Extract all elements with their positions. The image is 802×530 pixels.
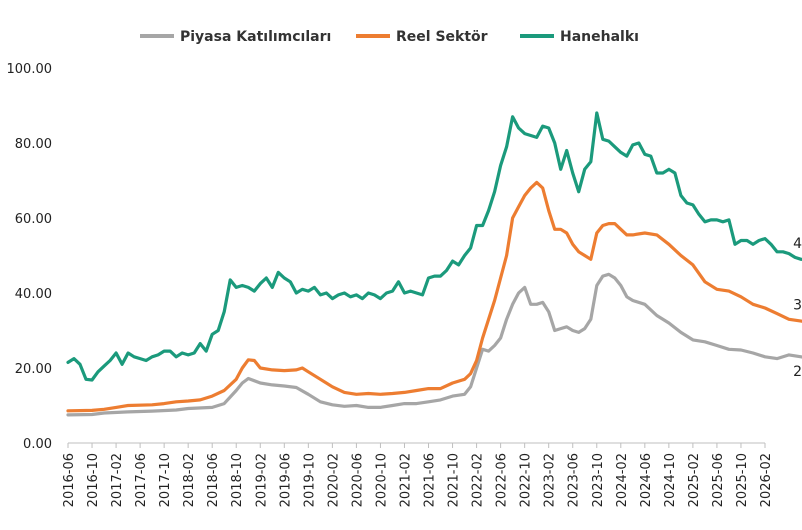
legend: Piyasa Katılımcıları Reel Sektör Hanehalkı xyxy=(140,29,639,45)
x-tick-label: 2022-10 xyxy=(519,453,534,507)
x-tick-label: 2025-10 xyxy=(735,453,750,507)
y-axis: 0.00 20.00 40.00 60.00 80.00 100.00 xyxy=(7,62,53,452)
x-tick-label: 2025-06 xyxy=(711,453,726,507)
y-tick-label: 40.00 xyxy=(15,287,52,302)
x-tick-label: 2017-02 xyxy=(110,453,125,507)
x-tick-label: 2019-10 xyxy=(302,453,317,507)
end-value-label: 48.81 xyxy=(793,236,802,252)
x-tick-label: 2024-10 xyxy=(663,453,678,507)
end-value-label: 22.10 xyxy=(793,364,802,380)
x-tick-label: 2016-10 xyxy=(86,453,101,507)
x-tick-label: 2017-10 xyxy=(158,453,173,507)
x-tick-label: 2024-06 xyxy=(639,453,654,507)
legend-label: Hanehalkı xyxy=(560,29,639,45)
series-lines xyxy=(66,111,802,417)
x-tick-label: 2019-06 xyxy=(278,453,293,507)
end-labels: 22.10 32.00 48.81 xyxy=(793,236,802,380)
y-tick-label: 20.00 xyxy=(15,362,52,377)
series-line-hanehalk- xyxy=(66,111,802,382)
x-tick-label: 2018-06 xyxy=(206,453,221,507)
x-tick-label: 2021-02 xyxy=(398,453,413,507)
x-tick-label: 2019-02 xyxy=(254,453,269,507)
legend-label: Reel Sektör xyxy=(396,29,488,45)
x-tick-label: 2018-02 xyxy=(182,453,197,507)
y-tick-label: 60.00 xyxy=(15,212,52,227)
x-tick-label: 2023-06 xyxy=(567,453,582,507)
series-line-reel-sekt-r xyxy=(66,180,802,413)
x-tick-label: 2017-06 xyxy=(134,453,149,507)
legend-label: Piyasa Katılımcıları xyxy=(180,29,331,45)
x-tick-label: 2018-10 xyxy=(230,453,245,507)
x-axis: 2016-06 2016-10 2017-02 2017-06 2017-10 2018-… xyxy=(62,442,774,507)
x-tick-label: 2020-10 xyxy=(374,453,389,507)
x-tick-label: 2023-10 xyxy=(591,453,606,507)
x-tick-label: 2021-06 xyxy=(423,453,438,507)
x-tick-label: 2022-02 xyxy=(471,453,486,507)
x-tick-label: 2020-06 xyxy=(350,453,365,507)
x-tick-label: 2020-02 xyxy=(326,453,341,507)
end-value-label: 32.00 xyxy=(793,297,802,313)
series-line-piyasa-kat-l-mc-lar- xyxy=(66,272,802,417)
y-tick-label: 80.00 xyxy=(15,137,52,152)
x-tick-label: 2016-06 xyxy=(62,453,77,507)
y-tick-label: 100.00 xyxy=(7,62,53,77)
y-tick-label: 0.00 xyxy=(23,437,52,452)
x-tick-label: 2023-02 xyxy=(543,453,558,507)
x-tick-label: 2025-02 xyxy=(687,453,702,507)
x-tick-label: 2024-02 xyxy=(615,453,630,507)
x-tick-label: 2026-02 xyxy=(759,453,774,507)
x-tick-label: 2021-10 xyxy=(447,453,462,507)
x-tick-label: 2022-06 xyxy=(495,453,510,507)
